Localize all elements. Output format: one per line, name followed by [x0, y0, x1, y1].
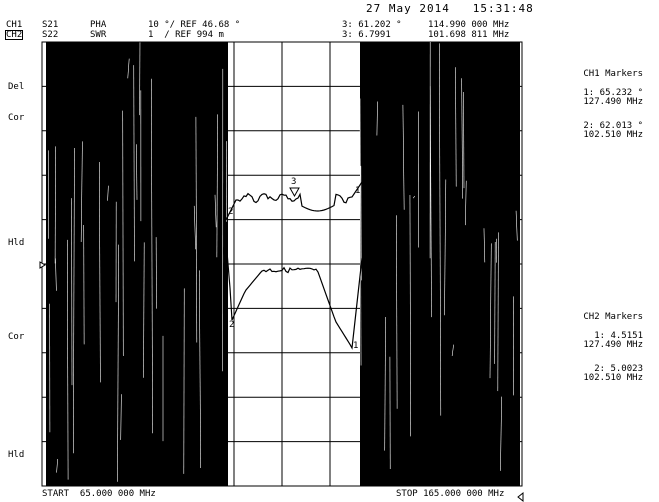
ref-arrow-left-icon — [39, 261, 46, 269]
ch2-marker-1-tag: 1 — [353, 341, 359, 351]
ch2-marker-1-freq: 127.490 MHz — [583, 340, 643, 350]
noise-gap — [66, 239, 69, 480]
noise-gap — [151, 78, 153, 434]
ch2-swr-trace — [225, 239, 363, 350]
noise-gap — [515, 210, 518, 241]
ch2-marker-2-tag: 2 — [229, 320, 235, 330]
noise-region-right — [359, 42, 520, 486]
noise-gap — [409, 194, 412, 437]
ch1-marker-1-freq: 127.490 MHz — [583, 97, 643, 107]
ch1-scale: 10 °/ REF 46.68 ° — [148, 20, 241, 30]
ch1-marker-2-tag: 2 — [228, 207, 234, 217]
ch1-label[interactable]: CH1 — [6, 20, 23, 30]
noise-gap — [136, 144, 138, 200]
ch1-marker-1-tag: 1 — [355, 186, 361, 196]
ch2-active-marker: 3: 6.7991 — [342, 30, 391, 40]
ch1-marker-1-value: 1: 65.232 ° — [583, 88, 643, 98]
noise-gap — [465, 180, 467, 226]
marker-3-triangle-icon — [289, 187, 300, 198]
noise-gap — [497, 232, 499, 392]
ch2-marker-2-freq: 102.510 MHz — [583, 373, 643, 383]
noise-gap — [133, 65, 135, 262]
noise-fill — [46, 42, 228, 486]
ch1-marker-3-tag: 3 — [291, 177, 297, 187]
noise-gap — [463, 92, 465, 189]
noise-gap — [384, 316, 386, 451]
ch2-param: S22 — [42, 30, 59, 40]
noise-gap — [402, 104, 405, 210]
stop-frequency[interactable]: STOP 165.000 000 MHz — [396, 489, 505, 499]
noise-gap — [199, 270, 201, 469]
side-label-del: Del — [8, 82, 25, 92]
ch2-marker-1-value: 1: 4.5151 — [594, 331, 643, 341]
ch2-markers-title: CH2 Markers — [583, 312, 643, 322]
noise-gap — [444, 179, 447, 316]
noise-gap — [413, 195, 415, 199]
side-label-cor-2: Cor — [8, 332, 25, 342]
noise-gap — [80, 141, 83, 242]
noise-gap — [99, 162, 101, 383]
ch1-marker-freq: 114.990 000 MHz — [428, 20, 510, 30]
noise-gap — [195, 116, 198, 343]
noise-gap — [461, 78, 464, 199]
noise-gap — [56, 458, 58, 473]
start-frequency[interactable]: START 65.000 000 MHz — [42, 489, 156, 499]
ch2-format: SWR — [90, 30, 107, 40]
noise-gap — [127, 58, 130, 79]
noise-gap — [73, 147, 75, 454]
ch1-format: PHA — [90, 20, 107, 30]
ref-arrow-bottom-icon — [517, 491, 524, 502]
noise-gap — [143, 242, 145, 378]
noise-gap — [455, 67, 457, 187]
ch2-scale: 1 / REF 994 m — [148, 30, 224, 40]
noise-gap — [438, 43, 442, 416]
side-label-hld-2: Hld — [8, 450, 25, 460]
noise-gap — [494, 242, 496, 364]
noise-gap — [54, 146, 56, 264]
noise-gap — [55, 258, 57, 291]
noise-gap — [376, 101, 378, 136]
noise-gap — [193, 205, 196, 250]
noise-gap — [483, 228, 486, 263]
noise-gap — [500, 396, 502, 471]
noise-gap — [359, 98, 362, 366]
noise-gap — [122, 110, 124, 356]
ch2-marker-2-value: 2: 5.0023 — [594, 364, 643, 374]
ch2-label[interactable]: CH2 — [5, 30, 24, 40]
ch1-marker-2-freq: 102.510 MHz — [583, 130, 643, 140]
ch1-marker-2-value: 2: 62.013 ° — [583, 121, 643, 131]
noise-gap — [489, 243, 492, 379]
ch1-active-marker: 3: 61.202 ° — [342, 20, 402, 30]
noise-gap — [117, 244, 119, 482]
ch1-phase-trace — [225, 181, 363, 221]
ch1-markers-title: CH1 Markers — [583, 69, 643, 79]
side-label-hld-1: Hld — [8, 238, 25, 248]
noise-gap — [396, 215, 398, 409]
noise-gap — [451, 344, 454, 357]
noise-region — [46, 42, 520, 486]
date-time: 27 May 2014 15:31:48 — [366, 2, 534, 15]
noise-region-left — [46, 42, 228, 486]
noise-gap — [216, 114, 218, 258]
ch2-marker-freq: 101.698 811 MHz — [428, 30, 510, 40]
noise-gap — [107, 185, 109, 201]
side-label-cor-1: Cor — [8, 113, 25, 123]
noise-gap — [120, 394, 122, 440]
noise-gap — [214, 194, 217, 228]
noise-gap — [429, 86, 432, 318]
ch1-param: S21 — [42, 20, 59, 30]
